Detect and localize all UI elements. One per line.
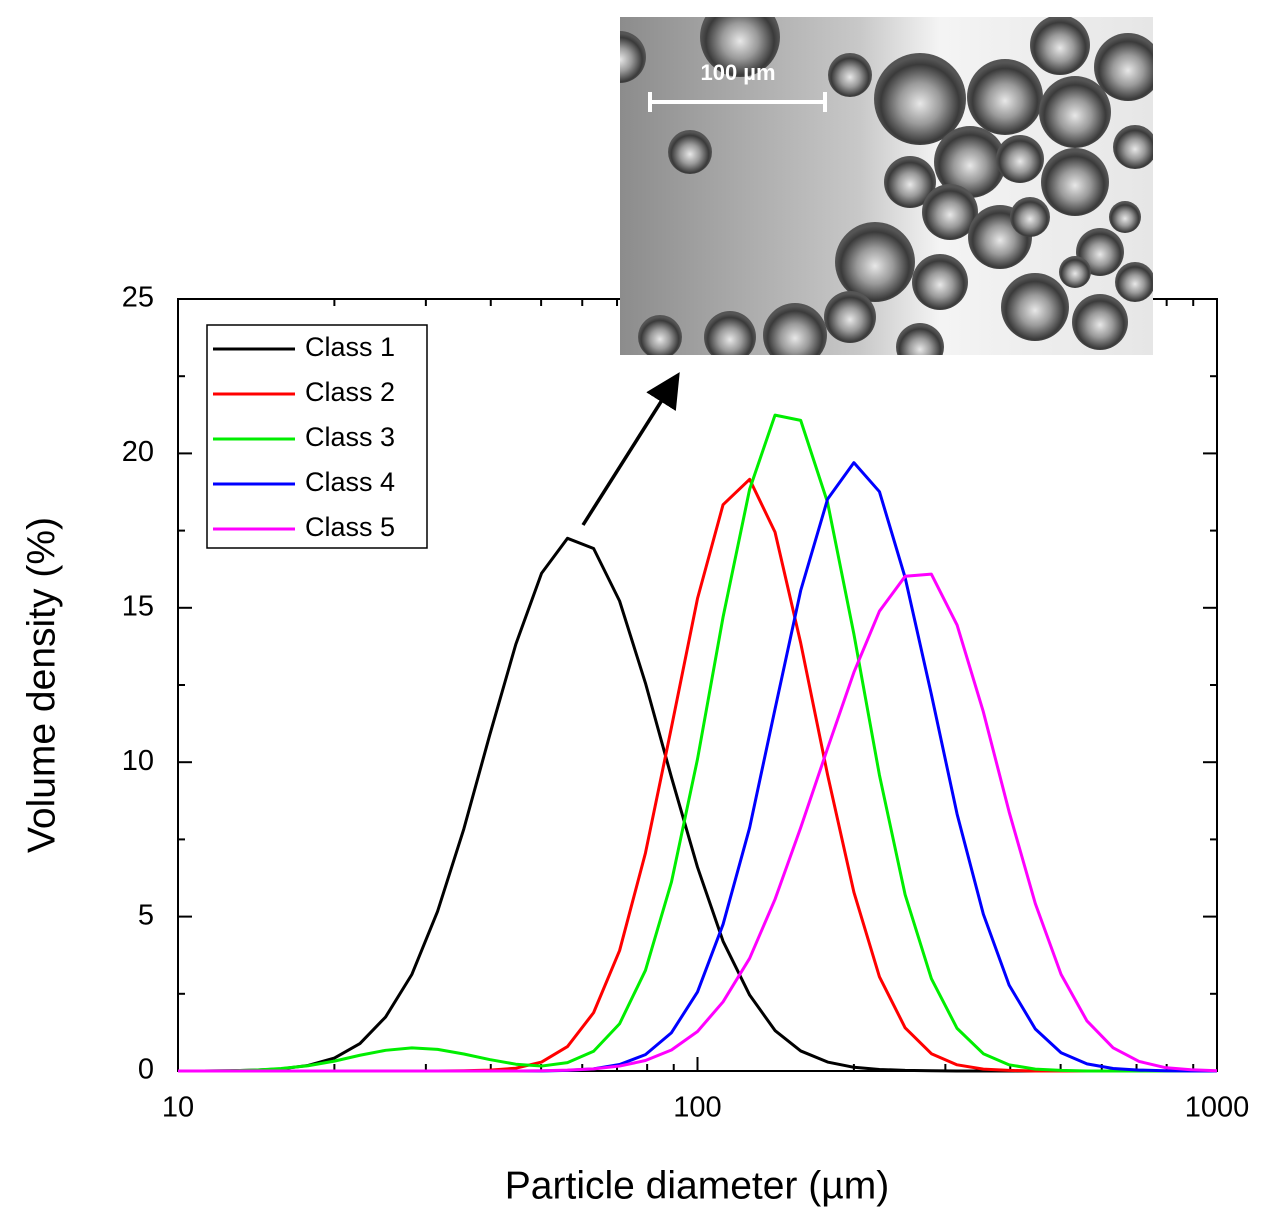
series-line <box>178 461 1217 1073</box>
series-line <box>178 572 1218 1073</box>
x-tick-label: 1000 <box>1185 1092 1250 1124</box>
y-tick-label: 5 <box>138 899 154 931</box>
legend-label: Class 1 <box>305 332 395 362</box>
scale-label: 100 µm <box>700 60 775 85</box>
legend-label: Class 5 <box>305 512 395 542</box>
y-axis-title: Volume density (%) <box>20 517 63 853</box>
y-tick-label: 20 <box>122 436 154 468</box>
x-axis-title: Particle diameter (µm) <box>505 1164 889 1207</box>
legend-label: Class 2 <box>305 377 395 407</box>
legend-label: Class 3 <box>305 422 395 452</box>
y-tick-label: 15 <box>122 590 154 622</box>
droplets <box>620 17 1153 355</box>
y-tick-label: 25 <box>122 282 154 314</box>
series-line <box>178 413 1217 1073</box>
arrow <box>581 372 680 526</box>
y-tick-label: 10 <box>122 745 154 777</box>
x-tick-label: 10 <box>162 1092 194 1124</box>
x-tick-label: 100 <box>673 1092 721 1124</box>
y-tick-label: 0 <box>138 1054 154 1086</box>
inset-viewport: 100 µm <box>620 17 1153 355</box>
legend-label: Class 4 <box>305 467 395 497</box>
inset-image: 100 µm <box>620 17 1153 355</box>
series-line <box>178 477 1217 1073</box>
legend-box <box>206 324 428 549</box>
